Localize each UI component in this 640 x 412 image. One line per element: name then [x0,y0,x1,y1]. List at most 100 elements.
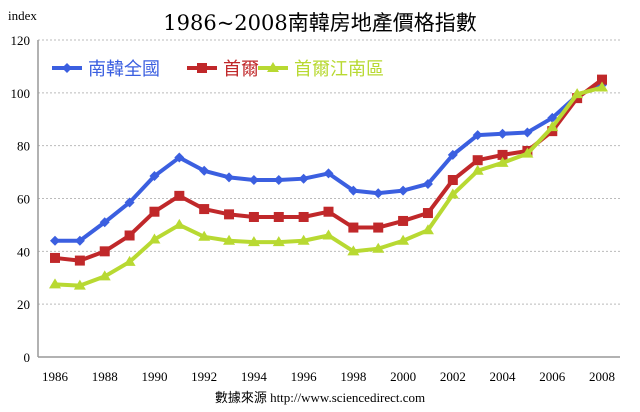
square-marker [597,74,607,85]
diamond-marker [174,152,185,163]
triangle-marker [471,164,484,175]
y-tick-label: 100 [11,86,31,101]
triangle-marker [198,230,211,241]
triangle-marker [49,278,61,289]
diamond-marker [373,188,384,199]
x-tick-label: 1986 [42,369,69,384]
diamond-marker [398,185,409,196]
diamond-marker [149,171,160,182]
triangle-marker [421,224,434,235]
triangle-marker [571,88,584,99]
square-marker [273,211,284,222]
diamond-marker [99,217,110,228]
x-tick-label: 2008 [589,369,615,384]
square-marker [497,149,508,160]
x-tick-label: 2006 [539,369,566,384]
square-marker [124,230,135,241]
square-marker [174,190,185,201]
triangle-marker [297,234,310,245]
triangle-marker [98,270,111,281]
x-tick-label: 1992 [191,369,217,384]
triangle-marker [148,233,161,244]
triangle-marker [372,242,385,253]
square-marker [74,255,85,266]
x-tick-label: 1988 [92,369,118,384]
x-tick-label: 1996 [291,369,318,384]
triangle-marker [397,234,410,245]
triangle-marker [521,147,534,158]
y-tick-label: 60 [17,192,30,207]
square-marker [398,215,409,226]
triangle-marker [123,255,136,266]
diamond-marker [74,235,85,246]
triangle-marker [596,81,608,92]
y-tick-label: 80 [17,139,30,154]
triangle-marker [247,236,260,247]
series-0 [50,79,607,246]
y-tick-label: 120 [11,33,31,48]
square-marker [298,211,309,222]
square-marker [50,252,60,263]
legend-label: 南韓全國 [88,59,160,80]
source-note: 數據來源 http://www.sciencedirect.com [215,390,425,405]
triangle-marker [73,279,86,290]
diamond-marker [273,175,284,186]
square-marker [447,175,458,186]
square-marker [199,204,210,215]
y-tick-label: 20 [17,297,30,312]
legend-item: 南韓全國 [52,59,160,80]
y-tick-label: 40 [17,244,30,259]
diamond-marker [224,172,235,183]
diamond-marker [348,185,359,196]
square-marker [149,206,160,217]
diamond-marker [62,63,72,73]
triangle-marker [322,229,335,240]
diamond-marker [422,178,433,189]
square-marker [373,222,384,233]
square-marker [99,246,110,257]
diamond-marker [323,168,334,179]
square-marker [224,209,235,220]
series-line [54,85,603,288]
diamond-marker [124,197,135,208]
legend-label: 首爾江南區 [294,59,384,80]
diamond-marker [248,175,259,186]
triangle-marker [223,234,236,245]
triangle-marker [546,121,559,132]
square-marker [248,211,259,222]
x-tick-label: 1990 [141,369,167,384]
triangle-marker [496,156,509,167]
square-marker [422,208,433,219]
square-marker [348,222,359,233]
square-marker [323,206,334,217]
legend-item: 首爾江南區 [258,59,384,80]
chart-title: 1986~2008南韓房地產價格指數 [163,11,476,35]
diamond-marker [497,128,508,139]
legend-item: 首爾 [187,59,259,80]
x-tick-label: 1994 [241,369,268,384]
triangle-marker [173,218,186,229]
diamond-marker [298,173,309,184]
triangle-marker [267,62,279,72]
y-tick-label: 0 [24,350,31,365]
series-line [55,83,603,243]
x-tick-label: 2004 [490,369,517,384]
diamond-marker [50,235,60,246]
diamond-marker [199,165,210,176]
diamond-marker [522,127,533,138]
square-marker [472,155,483,166]
square-marker [197,63,207,73]
diamond-marker [547,112,558,123]
diamond-marker [447,149,458,160]
series-2 [49,81,608,290]
triangle-marker [272,236,285,247]
triangle-marker [446,188,459,199]
x-tick-label: 2000 [390,369,416,384]
x-tick-label: 1998 [340,369,366,384]
y-axis-label: index [8,8,37,23]
diamond-marker [472,130,483,141]
x-tick-label: 2002 [440,369,466,384]
triangle-marker [347,245,360,256]
